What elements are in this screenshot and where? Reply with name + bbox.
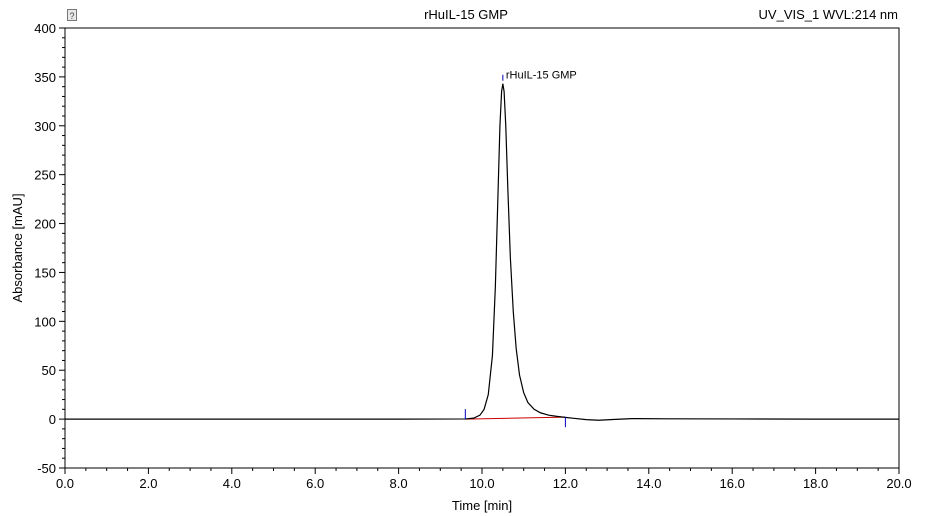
y-tick-label: 150 — [34, 265, 56, 280]
axis-ticks — [59, 27, 900, 474]
x-tick-label: 16.0 — [720, 476, 745, 491]
channel-label: UV_VIS_1 WVL:214 nm — [758, 7, 898, 22]
y-tick-label: 200 — [34, 217, 56, 232]
y-tick-label: 100 — [34, 314, 56, 329]
x-axis-label: Time [min] — [452, 498, 512, 513]
x-tick-label: 12.0 — [553, 476, 578, 491]
x-tick-label: 4.0 — [223, 476, 241, 491]
help-icon[interactable]: ? — [67, 9, 77, 21]
x-tick-label: 10.0 — [469, 476, 494, 491]
x-tick-label: 14.0 — [636, 476, 661, 491]
y-tick-label: 350 — [34, 70, 56, 85]
x-tick-label: 2.0 — [139, 476, 157, 491]
y-tick-label: -50 — [37, 461, 56, 476]
x-tick-label: 18.0 — [803, 476, 828, 491]
plot-frame — [64, 27, 900, 469]
y-tick-label: 400 — [34, 21, 56, 36]
tick-labels: 0.0 2.0 4.0 6.0 8.0 10.0 12.0 14.0 16.0 18.0 20.0 -… — [34, 21, 911, 491]
x-tick-label: 8.0 — [390, 476, 408, 491]
peak-label: rHuIL-15 GMP — [506, 70, 577, 82]
y-tick-label: 50 — [42, 363, 56, 378]
series-line — [65, 83, 899, 421]
y-tick-label: 250 — [34, 168, 56, 183]
y-tick-label: 300 — [34, 119, 56, 134]
integration-baseline — [465, 416, 566, 420]
x-tick-label: 6.0 — [306, 476, 324, 491]
series-layer: rHuIL-15 GMP — [65, 70, 899, 428]
x-tick-label: 0.0 — [56, 476, 74, 491]
chart-title: rHuIL-15 GMP — [424, 7, 508, 22]
y-axis-label: Absorbance [mAU] — [10, 193, 25, 302]
y-tick-label: 0 — [49, 412, 56, 427]
x-tick-label: 20.0 — [886, 476, 911, 491]
